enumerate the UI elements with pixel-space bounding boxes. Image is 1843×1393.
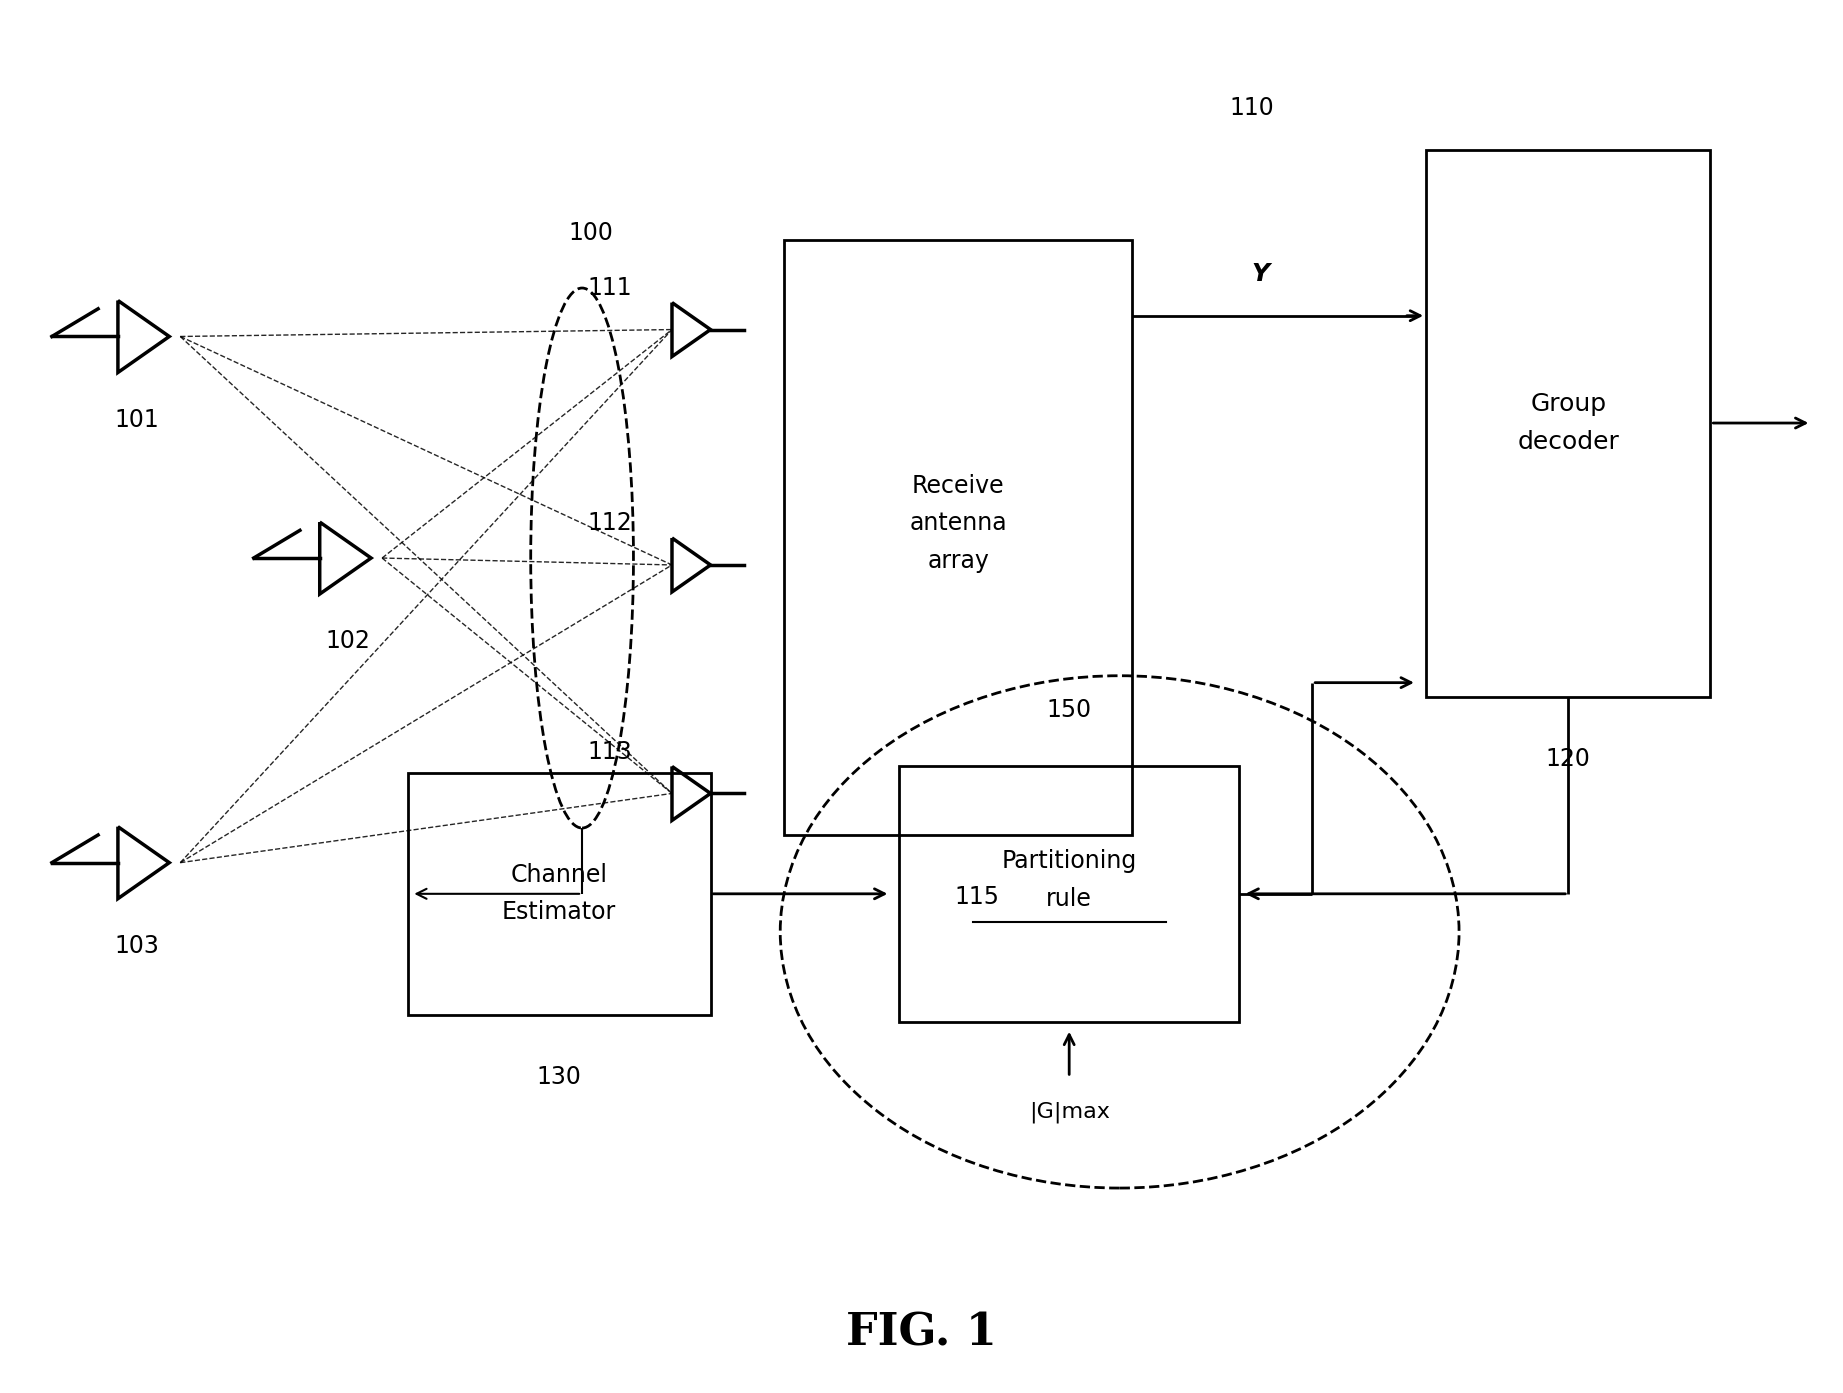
Text: 101: 101 xyxy=(114,408,158,432)
Bar xyxy=(1426,149,1710,696)
Text: 103: 103 xyxy=(114,933,158,958)
Text: 113: 113 xyxy=(588,740,632,763)
Text: 100: 100 xyxy=(569,220,614,245)
Text: 115: 115 xyxy=(955,886,999,910)
Text: |G|max: |G|max xyxy=(1028,1100,1109,1123)
Text: 111: 111 xyxy=(588,276,632,299)
Text: Y: Y xyxy=(1251,262,1270,286)
Text: Receive
antenna
array: Receive antenna array xyxy=(909,474,1006,573)
Text: Partitioning
rule: Partitioning rule xyxy=(1001,850,1137,911)
Text: Channel
Estimator: Channel Estimator xyxy=(501,864,616,925)
Bar xyxy=(783,240,1132,834)
Text: 150: 150 xyxy=(1047,698,1091,723)
Text: Group
decoder: Group decoder xyxy=(1517,393,1620,454)
Text: 120: 120 xyxy=(1546,747,1591,770)
Bar xyxy=(407,773,711,1015)
Text: 102: 102 xyxy=(324,630,370,653)
Text: 110: 110 xyxy=(1229,96,1274,120)
Text: 112: 112 xyxy=(588,511,632,535)
Text: 130: 130 xyxy=(536,1066,582,1089)
Text: FIG. 1: FIG. 1 xyxy=(846,1312,997,1355)
Bar xyxy=(899,766,1238,1022)
